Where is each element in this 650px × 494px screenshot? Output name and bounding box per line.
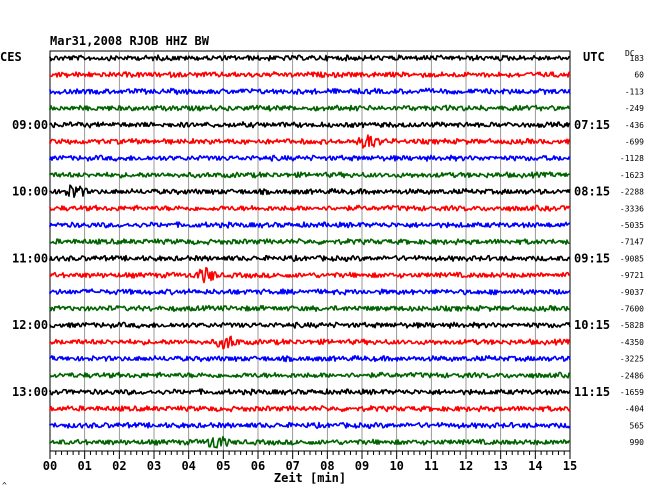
x-axis-label: Zeit [min] — [274, 471, 346, 485]
dc-offset-label: -9085 — [620, 254, 644, 263]
x-tick-label: 09 — [355, 459, 369, 473]
x-tick-label: 13 — [493, 459, 507, 473]
plot-title: Mar31,2008 RJOB HHZ BW — [50, 34, 210, 48]
trace-line — [49, 71, 571, 79]
dc-offset-label: 565 — [630, 421, 645, 430]
trace-line — [49, 388, 571, 396]
seismic-traces — [49, 54, 571, 449]
trace-line — [49, 254, 571, 263]
trace-line — [49, 87, 571, 96]
trace-line — [49, 221, 571, 229]
trace-line — [49, 288, 571, 296]
trace-line — [49, 354, 571, 363]
x-tick-label: 06 — [251, 459, 265, 473]
x-tick-label: 10 — [389, 459, 403, 473]
trace-line — [49, 184, 571, 198]
trace-line — [49, 435, 571, 449]
dc-offset-label: -699 — [625, 138, 644, 147]
dc-offset-label: -3225 — [620, 355, 644, 364]
x-tick-label: 00 — [43, 459, 57, 473]
trace-line — [49, 266, 571, 284]
dc-offset-label: 990 — [630, 438, 645, 447]
trace-line — [49, 204, 571, 212]
dc-offset-label: 60 — [634, 71, 644, 80]
trace-line — [49, 335, 571, 350]
trace-line — [49, 104, 571, 112]
left-time-label: 11:00 — [12, 251, 48, 265]
trace-line — [49, 304, 571, 313]
dc-offset-label: -9037 — [620, 288, 644, 297]
dc-offset-label: -1623 — [620, 171, 644, 180]
left-axis-label: CES — [0, 50, 22, 64]
dc-offset-label: -113 — [625, 87, 644, 96]
trace-line — [49, 321, 571, 329]
trace-line — [49, 421, 571, 430]
dc-offset-label: -1128 — [620, 154, 644, 163]
right-axis-label: UTC — [583, 50, 605, 64]
left-time-label: 10:00 — [12, 185, 48, 199]
footer-mark: ^ — [2, 481, 7, 490]
dc-offset-label: 183 — [630, 54, 645, 63]
dc-offset-label: -1659 — [620, 388, 644, 397]
minute-grid — [84, 51, 536, 451]
dc-offset-label: -249 — [625, 104, 644, 113]
dc-offset-label: -2486 — [620, 371, 644, 380]
right-time-label: 11:15 — [574, 385, 610, 399]
right-time-label: 07:15 — [574, 118, 610, 132]
right-time-label: 09:15 — [574, 251, 610, 265]
dc-offset-label: -4350 — [620, 338, 644, 347]
dc-offset-labels: 183 60 -113 -249 -436 -699 -1128 -1623 -2288 -333… — [620, 54, 644, 447]
x-axis: 00 01 02 03 04 05 06 07 08 09 10 11 12 13 14 15 — [43, 450, 577, 473]
left-time-labels: 09:00 10:00 11:00 12:00 13:00 — [12, 118, 48, 399]
dc-offset-label: -7147 — [620, 238, 644, 247]
dc-offset-label: -7600 — [620, 305, 644, 314]
x-tick-label: 14 — [528, 459, 542, 473]
x-tick-label: 07 — [285, 459, 299, 473]
dc-corner-label: DC — [625, 49, 635, 58]
trace-line — [49, 121, 571, 129]
x-tick-label: 12 — [459, 459, 473, 473]
dc-offset-label: -5035 — [620, 221, 644, 230]
dc-offset-label: -3336 — [620, 204, 644, 213]
trace-line — [49, 54, 571, 62]
x-tick-label: 08 — [320, 459, 334, 473]
trace-line — [49, 371, 571, 379]
x-tick-label: 11 — [424, 459, 438, 473]
right-time-label: 08:15 — [574, 185, 610, 199]
dc-offset-label: -2288 — [620, 188, 644, 197]
x-tick-label: 15 — [563, 459, 577, 473]
trace-line — [49, 154, 571, 162]
trace-line — [49, 134, 571, 149]
right-time-label: 10:15 — [574, 318, 610, 332]
trace-line — [49, 405, 571, 413]
dc-offset-label: -436 — [625, 121, 644, 130]
trace-line — [49, 171, 570, 179]
left-time-label: 09:00 — [12, 118, 48, 132]
x-tick-label: 05 — [216, 459, 230, 473]
left-time-label: 13:00 — [12, 385, 48, 399]
trace-line — [49, 238, 571, 246]
dc-offset-label: -9721 — [620, 271, 644, 280]
dc-offset-label: -5828 — [620, 321, 644, 330]
x-tick-label: 02 — [112, 459, 126, 473]
x-tick-label: 04 — [181, 459, 195, 473]
left-time-label: 12:00 — [12, 318, 48, 332]
right-time-labels: 07:15 08:15 09:15 10:15 11:15 — [574, 118, 610, 399]
x-tick-label: 01 — [77, 459, 91, 473]
dc-offset-label: -404 — [625, 405, 644, 414]
x-tick-label: 03 — [147, 459, 161, 473]
